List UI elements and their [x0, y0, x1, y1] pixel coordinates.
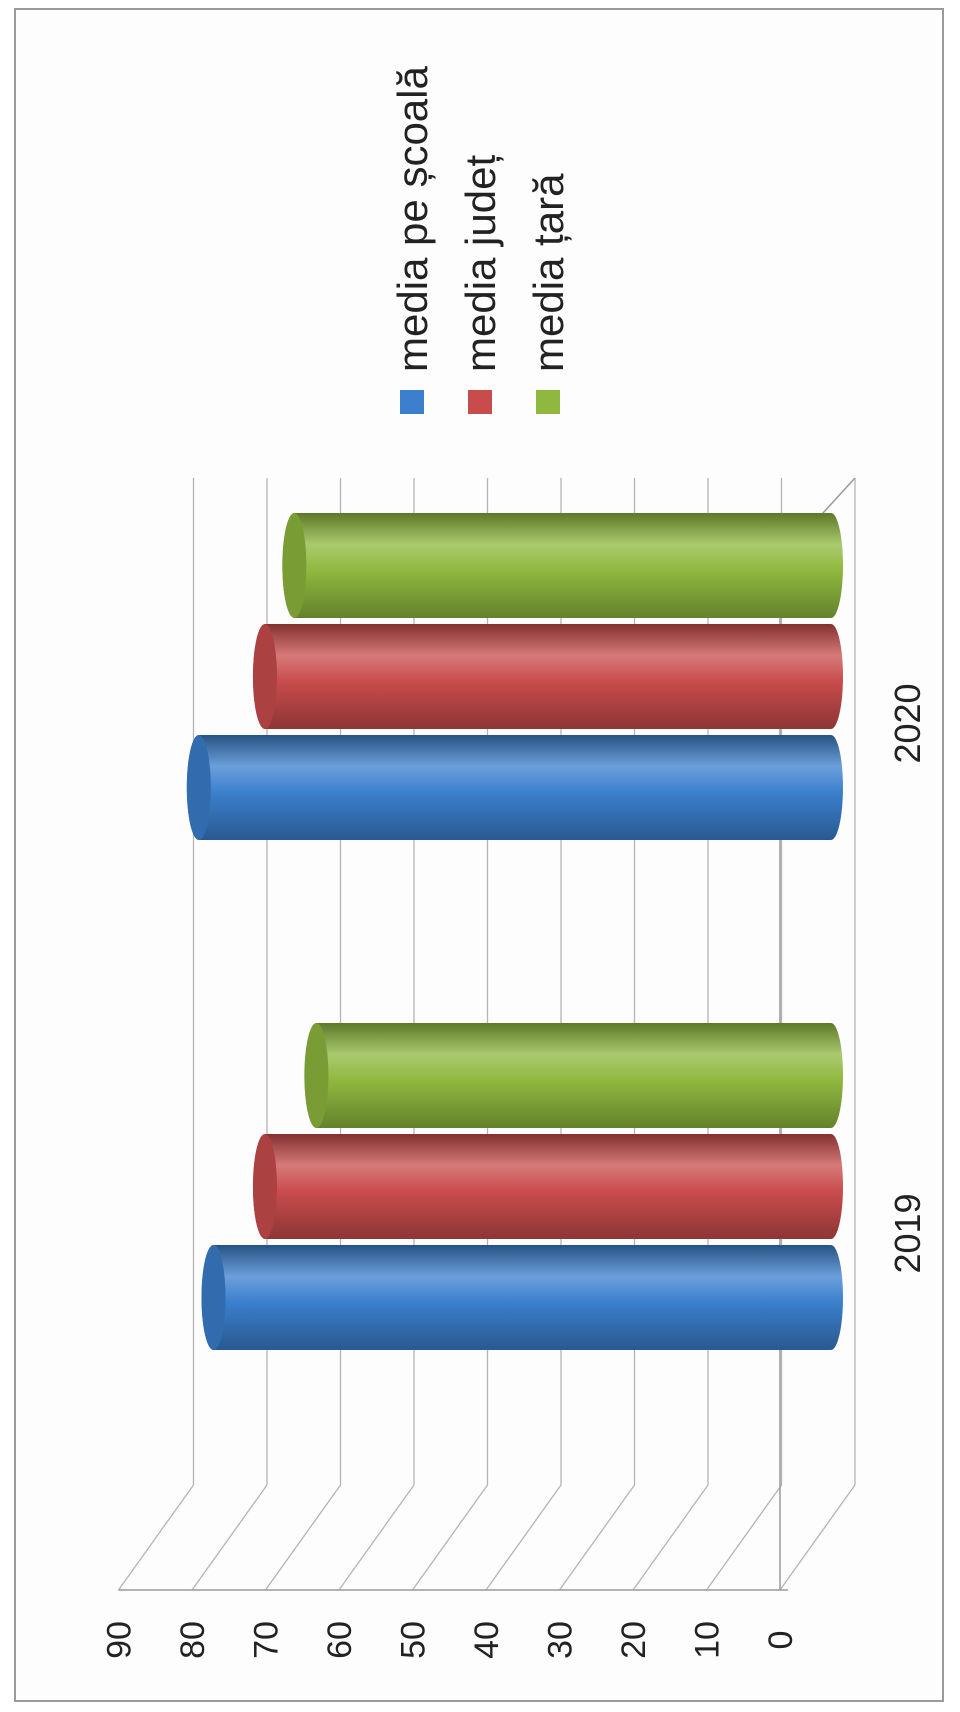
bar-cap — [252, 1134, 277, 1239]
bar-body — [201, 1245, 844, 1350]
bar — [304, 1023, 843, 1128]
tick-label: 20 — [615, 1621, 653, 1659]
tick-label: 50 — [395, 1621, 433, 1659]
tick-label: 30 — [542, 1621, 580, 1659]
legend-label: media județ — [457, 155, 504, 372]
floor-gridline — [411, 1484, 489, 1591]
bar-body — [304, 1023, 843, 1128]
floor-gridline — [338, 1484, 415, 1591]
floor-gridline — [117, 1484, 195, 1591]
bar-cap — [252, 624, 277, 729]
floor-gridline — [779, 1484, 856, 1591]
legend-swatch — [536, 390, 560, 414]
tick-label: 0 — [762, 1631, 800, 1650]
bar — [252, 1134, 843, 1239]
bar-body — [186, 735, 843, 840]
tick-label: 60 — [321, 1621, 359, 1659]
bar-body — [252, 1134, 843, 1239]
category-label: 2019 — [887, 1193, 928, 1273]
legend-swatch — [400, 390, 424, 414]
legend-label: media țară — [525, 173, 572, 372]
legend-item: media pe școală — [389, 66, 436, 414]
tick-label: 70 — [248, 1621, 286, 1659]
bar — [201, 1245, 844, 1350]
bar-cap — [186, 735, 211, 840]
floor-gridline — [264, 1484, 342, 1591]
legend: media pe școală media județ media țară — [389, 66, 572, 414]
legend-item: media județ — [457, 155, 504, 414]
bar-body — [252, 624, 843, 729]
floor-gridline — [191, 1484, 268, 1591]
legend-item: media țară — [525, 173, 572, 414]
floor-gridline — [558, 1484, 636, 1591]
floor-gridline — [705, 1484, 783, 1591]
floor-gridline — [485, 1484, 562, 1591]
bar-cap — [282, 513, 307, 618]
floor-gridline — [632, 1484, 709, 1591]
chart-frame — [14, 8, 944, 1702]
category-label: 2020 — [887, 683, 928, 763]
bar-body — [282, 513, 844, 618]
bar — [252, 624, 843, 729]
category-group-2020: 2020 — [887, 683, 928, 763]
bar — [282, 513, 844, 618]
tick-label: 90 — [101, 1621, 139, 1659]
tick-label: 80 — [174, 1621, 212, 1659]
tick-label: 10 — [689, 1621, 727, 1659]
category-group-2019: 2019 — [887, 1193, 928, 1273]
bar-cap — [201, 1245, 226, 1350]
legend-swatch — [468, 390, 492, 414]
bar-cap — [304, 1023, 329, 1128]
legend-label: media pe școală — [389, 66, 436, 372]
bar — [186, 735, 843, 840]
tick-label: 40 — [468, 1621, 506, 1659]
